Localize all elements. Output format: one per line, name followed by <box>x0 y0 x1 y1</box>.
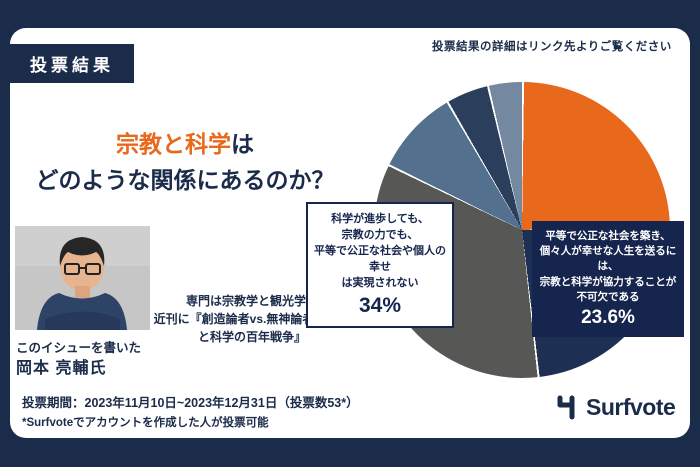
surfvote-logo: Surfvote <box>554 394 676 421</box>
author-caption: このイシューを書いた <box>16 341 142 355</box>
vote-period: 投票期間：2023年11月10日~2023年12月31日（投票数53*） <box>22 396 359 410</box>
author-photo <box>15 226 150 330</box>
author-bio: 専門は宗教学と観光学。 近刊に『創造論者vs.無神論者ー宗教 と科学の百年戦争』 <box>153 294 351 344</box>
author-photo-image <box>15 226 150 330</box>
details-link-note: 投票結果の詳細はリンク先よりご覧ください <box>432 41 672 53</box>
author-name: 岡本 亮輔氏 <box>16 360 107 377</box>
title-highlight: 宗教と科学 <box>116 131 231 157</box>
page-title: 宗教と科学は どのような関係にあるのか？ <box>15 127 355 198</box>
vote-eligibility-note: *Surfvoteでアカウントを作成した人が投票可能 <box>22 417 269 429</box>
title-rest: は <box>231 131 254 157</box>
callout-34-text: 科学が進歩しても、 宗教の力でも、 平等で公正な社会や個人の幸せ は実現されない <box>314 213 446 289</box>
surfvote-wordmark: Surfvote <box>586 394 676 420</box>
title-line-1: 宗教と科学は <box>15 127 355 163</box>
callout-34-percent: 科学が進歩しても、 宗教の力でも、 平等で公正な社会や個人の幸せ は実現されない… <box>306 202 454 328</box>
poll-results-badge: 投票結果 <box>10 44 134 83</box>
callout-34-value: 34% <box>358 293 402 317</box>
callout-23-percent: 平等で公正な社会を築き、 個々人が幸せな人生を送るには、 宗教と科学が協力するこ… <box>532 221 684 338</box>
callout-23-text: 平等で公正な社会を築き、 個々人が幸せな人生を送るには、 宗教と科学が協力するこ… <box>539 230 677 303</box>
poll-results-badge-label: 投票結果 <box>30 56 114 75</box>
callout-23-value: 23.6% <box>581 307 635 329</box>
surfvote-logo-icon <box>557 395 575 420</box>
title-line-2: どのような関係にあるのか？ <box>35 166 335 193</box>
